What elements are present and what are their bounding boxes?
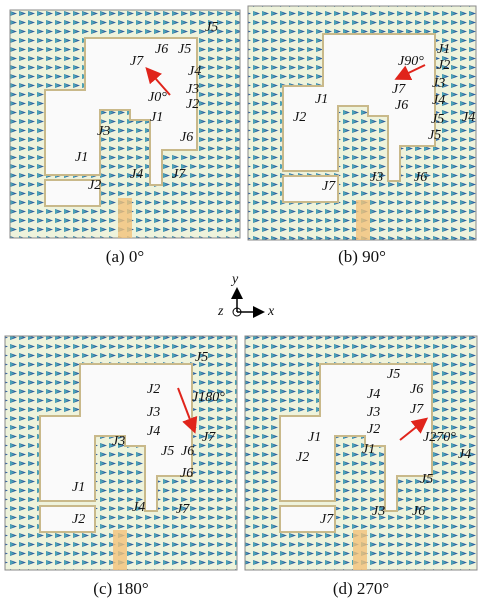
caption: (a) 0° bbox=[106, 247, 144, 266]
junction-label: J3 bbox=[186, 82, 199, 97]
junction-label: J7 bbox=[172, 167, 186, 182]
junction-label: J4 bbox=[458, 447, 471, 462]
junction-label: J2 bbox=[367, 422, 380, 437]
junction-label: J3 bbox=[367, 405, 380, 420]
caption: (d) 270° bbox=[333, 579, 389, 598]
junction-label: J4 bbox=[432, 93, 445, 108]
junction-label: J0° bbox=[148, 90, 167, 105]
junction-label: J4 bbox=[130, 167, 143, 182]
junction-label: J1 bbox=[308, 430, 321, 445]
junction-label: J2 bbox=[88, 178, 101, 193]
junction-label: J2 bbox=[147, 382, 160, 397]
axis-y: y bbox=[230, 272, 239, 287]
junction-label: J5 bbox=[195, 350, 208, 365]
junction-label: J4 bbox=[132, 500, 145, 515]
junction-label: J90° bbox=[398, 54, 424, 69]
junction-label: J2 bbox=[296, 450, 309, 465]
junction-label: J6 bbox=[155, 42, 168, 57]
axis-symbol: y z x bbox=[217, 272, 275, 319]
jet bbox=[113, 530, 127, 570]
junction-label: J6 bbox=[181, 444, 194, 459]
junction-label: J3 bbox=[432, 76, 445, 91]
axis-x: x bbox=[267, 304, 275, 319]
junction-label: J4 bbox=[462, 110, 475, 125]
junction-label: J1 bbox=[362, 442, 375, 457]
junction-label: J5 bbox=[420, 472, 433, 487]
junction-label: J5 bbox=[205, 20, 218, 35]
caption: (c) 180° bbox=[93, 579, 148, 598]
junction-label: J5 bbox=[387, 367, 400, 382]
axis-z: z bbox=[217, 304, 224, 319]
red-arrow bbox=[399, 417, 429, 441]
red-arrow bbox=[177, 387, 198, 434]
junction-label: J4 bbox=[367, 387, 380, 402]
panel: J5 J2 J180° J3 J4 J7 J5 J6 J3 J6 J4 J7 J1 J2 (c) 180° bbox=[4, 335, 238, 598]
junction-label: J1 bbox=[75, 150, 88, 165]
junction-label: J2 bbox=[437, 58, 450, 73]
junction-label: J1 bbox=[72, 480, 85, 495]
junction-label: J4 bbox=[188, 64, 201, 79]
panel: J5 J4 J6 J3 J7 J2 J270° J1 J1 J2 J4 J5 J3 J6 J7 (d) 270… bbox=[244, 335, 478, 598]
junction-label: J7 bbox=[176, 502, 190, 517]
junction-label: J1 bbox=[150, 110, 163, 125]
junction-label: J6 bbox=[414, 170, 427, 185]
red-arrow bbox=[145, 66, 171, 96]
caption: (b) 90° bbox=[338, 247, 386, 266]
jet bbox=[118, 198, 132, 238]
junction-label: J1 bbox=[315, 92, 328, 107]
junction-label: J6 bbox=[412, 504, 425, 519]
junction-label: J2 bbox=[293, 110, 306, 125]
junction-label: J5 bbox=[178, 42, 191, 57]
junction-label: J2 bbox=[186, 97, 199, 112]
room bbox=[44, 179, 101, 207]
junction-label: J3 bbox=[112, 434, 125, 449]
junction-label: J6 bbox=[395, 98, 408, 113]
junction-label: J7 bbox=[202, 430, 216, 445]
junction-label: J5 bbox=[431, 112, 444, 127]
building bbox=[39, 363, 193, 512]
junction-label: J6 bbox=[180, 130, 193, 145]
jet bbox=[356, 200, 370, 240]
junction-label: J5 bbox=[161, 444, 174, 459]
room bbox=[39, 505, 96, 533]
junction-label: J180° bbox=[192, 390, 225, 405]
junction-label: J3 bbox=[370, 170, 383, 185]
junction-label: J4 bbox=[147, 424, 160, 439]
junction-label: J3 bbox=[97, 124, 110, 139]
red-arrow bbox=[394, 64, 426, 81]
room bbox=[279, 505, 336, 533]
building bbox=[279, 363, 433, 512]
room bbox=[282, 175, 339, 203]
junction-label: J7 bbox=[322, 179, 336, 194]
junction-label: J7 bbox=[320, 512, 334, 527]
junction-label: J7 bbox=[392, 82, 406, 97]
jet bbox=[353, 530, 367, 570]
junction-label: J270° bbox=[423, 430, 456, 445]
junction-label: J2 bbox=[72, 512, 85, 527]
junction-label: J5 bbox=[428, 128, 441, 143]
junction-label: J1 bbox=[437, 42, 450, 57]
junction-label: J7 bbox=[130, 54, 144, 69]
junction-label: J7 bbox=[410, 402, 424, 417]
junction-label: J6 bbox=[410, 382, 423, 397]
junction-label: J3 bbox=[147, 405, 160, 420]
junction-label: J6 bbox=[180, 466, 193, 481]
junction-label: J3 bbox=[372, 504, 385, 519]
